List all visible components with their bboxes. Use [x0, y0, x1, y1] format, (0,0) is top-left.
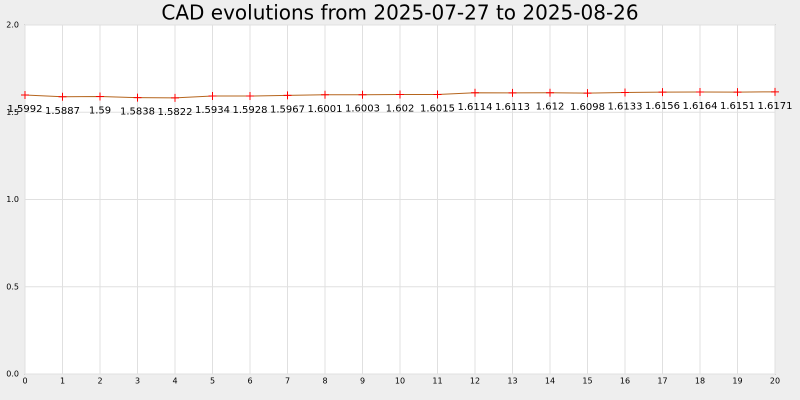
x-tick-label: 8	[322, 377, 327, 386]
data-label: 1.6114	[458, 102, 493, 113]
data-label: 1.5822	[158, 107, 193, 118]
x-tick-label: 16	[620, 377, 630, 386]
data-label: 1.6098	[570, 102, 605, 113]
data-label: 1.6151	[720, 101, 755, 112]
x-tick-label: 4	[172, 377, 177, 386]
data-point	[583, 89, 592, 98]
x-tick-label: 20	[770, 377, 780, 386]
data-label: 1.6171	[758, 101, 793, 112]
x-tick-label: 3	[135, 377, 140, 386]
data-label: 1.6003	[345, 104, 380, 115]
data-label: 1.5887	[45, 106, 80, 117]
data-point	[171, 93, 179, 102]
data-point	[508, 88, 517, 97]
x-tick-label: 14	[545, 377, 555, 386]
data-point	[133, 93, 142, 102]
data-point	[658, 88, 667, 97]
data-point	[396, 90, 404, 99]
data-label: 1.59	[89, 106, 111, 117]
x-tick-label: 13	[507, 377, 517, 386]
data-point	[733, 88, 742, 97]
data-point	[58, 92, 67, 101]
data-label: 1.5967	[270, 104, 305, 115]
x-tick-label: 19	[732, 377, 742, 386]
x-tick-label: 15	[582, 377, 592, 386]
x-tick-label: 6	[247, 377, 252, 386]
x-tick-label: 10	[395, 377, 405, 386]
x-tick-label: 12	[470, 377, 480, 386]
y-tick-label: 1.0	[6, 195, 19, 204]
x-tick-label: 5	[210, 377, 215, 386]
y-tick-label: 2.0	[6, 21, 19, 30]
data-point	[696, 87, 704, 96]
y-tick-label: 0.5	[6, 282, 19, 291]
data-label: 1.6164	[683, 101, 718, 112]
data-label: 1.612	[536, 102, 565, 113]
data-label: 1.6156	[645, 101, 680, 112]
data-point	[96, 92, 104, 101]
y-tick-label: 1.5	[6, 108, 19, 117]
x-tick-label: 2	[97, 377, 102, 386]
data-label: 1.5992	[8, 104, 43, 115]
x-tick-label: 11	[432, 377, 442, 386]
data-label: 1.6015	[420, 104, 455, 115]
data-label: 1.6001	[308, 104, 343, 115]
data-label: 1.5928	[233, 105, 268, 116]
data-point	[433, 90, 442, 99]
data-label: 1.6133	[608, 101, 643, 112]
x-tick-label: 0	[22, 377, 27, 386]
data-label: 1.602	[386, 103, 415, 114]
data-point	[321, 90, 329, 99]
data-point	[621, 88, 629, 97]
data-point	[283, 91, 292, 100]
data-label: 1.5934	[195, 105, 230, 116]
chart-title: CAD evolutions from 2025-07-27 to 2025-0…	[161, 1, 638, 25]
data-point	[771, 87, 779, 96]
data-point	[358, 90, 367, 99]
data-point	[208, 91, 217, 100]
x-tick-label: 9	[360, 377, 365, 386]
data-point	[21, 90, 29, 99]
data-label: 1.6113	[495, 102, 530, 113]
data-point	[471, 88, 479, 97]
data-label: 1.5838	[120, 107, 155, 118]
data-point	[246, 92, 254, 101]
x-tick-label: 18	[695, 377, 705, 386]
x-tick-label: 7	[285, 377, 290, 386]
x-tick-label: 17	[657, 377, 667, 386]
x-tick-label: 1	[60, 377, 65, 386]
y-tick-label: 0.0	[6, 370, 19, 379]
data-point	[546, 88, 554, 97]
